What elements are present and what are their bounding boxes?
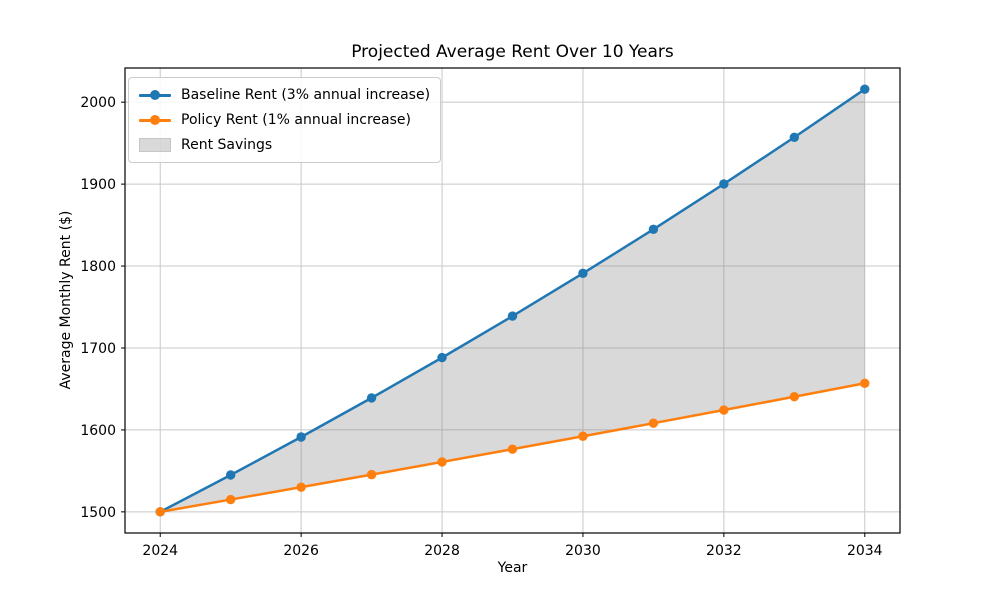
legend-label-savings: Rent Savings bbox=[181, 137, 273, 153]
legend-marker-policy bbox=[150, 115, 160, 125]
svg-text:2024: 2024 bbox=[142, 543, 178, 559]
svg-text:1800: 1800 bbox=[80, 259, 116, 275]
legend-marker-baseline bbox=[150, 90, 160, 100]
svg-text:2032: 2032 bbox=[706, 543, 742, 559]
chart-title: Projected Average Rent Over 10 Years bbox=[351, 42, 674, 62]
legend-label-baseline: Baseline Rent (3% annual increase) bbox=[181, 87, 431, 103]
legend-patch-savings bbox=[139, 138, 171, 152]
legend-item-baseline: Baseline Rent (3% annual increase) bbox=[139, 85, 430, 105]
svg-text:1500: 1500 bbox=[80, 505, 116, 521]
legend-item-policy: Policy Rent (1% annual increase) bbox=[139, 110, 430, 130]
svg-text:2030: 2030 bbox=[565, 543, 601, 559]
svg-text:2000: 2000 bbox=[80, 95, 116, 111]
x-axis-label: Year bbox=[497, 560, 528, 576]
legend-line-sample-baseline bbox=[139, 90, 171, 100]
svg-text:2026: 2026 bbox=[283, 543, 319, 559]
legend-line-sample-policy bbox=[139, 115, 171, 125]
legend: Baseline Rent (3% annual increase) Polic… bbox=[128, 77, 442, 163]
svg-text:2034: 2034 bbox=[847, 543, 883, 559]
svg-text:2028: 2028 bbox=[424, 543, 460, 559]
svg-text:1700: 1700 bbox=[80, 341, 116, 357]
svg-text:1600: 1600 bbox=[80, 423, 116, 439]
y-axis-label: Average Monthly Rent ($) bbox=[58, 210, 74, 390]
svg-text:1900: 1900 bbox=[80, 177, 116, 193]
legend-item-savings: Rent Savings bbox=[139, 135, 430, 155]
legend-label-policy: Policy Rent (1% annual increase) bbox=[181, 112, 411, 128]
